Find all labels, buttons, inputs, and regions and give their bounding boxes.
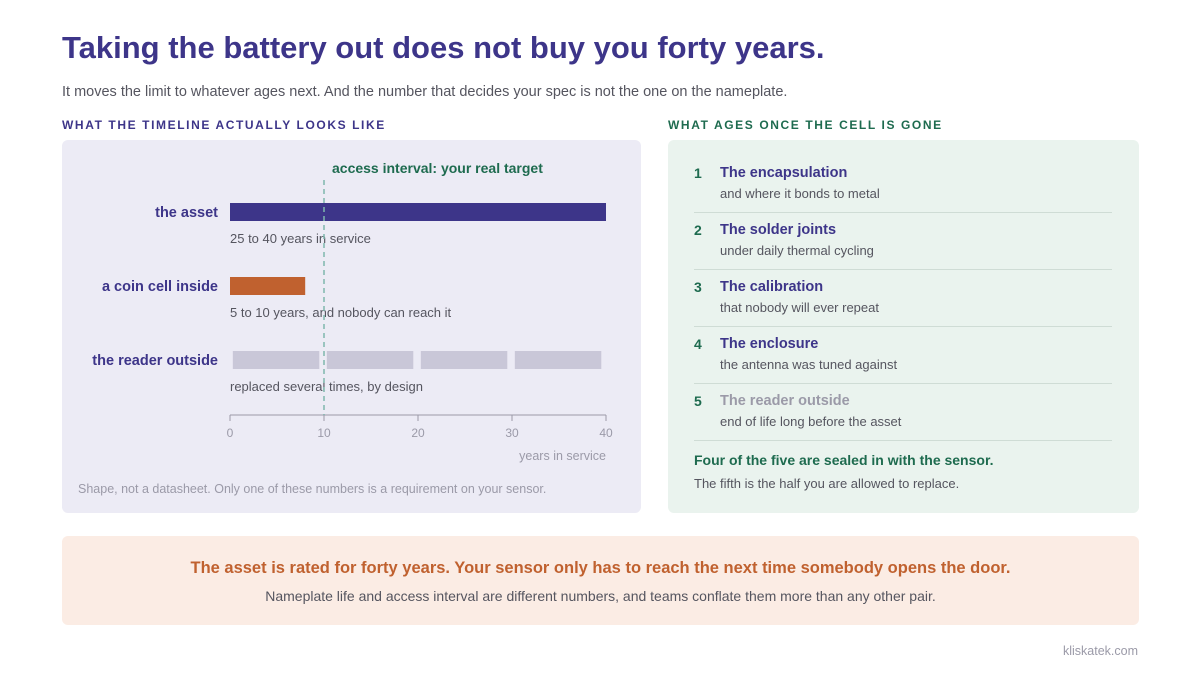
step-title: The reader outside — [720, 393, 850, 409]
bar-caption: replaced several times, by design — [230, 379, 423, 394]
bar — [230, 203, 606, 221]
step-description: end of life long before the asset — [720, 414, 902, 429]
bar — [230, 277, 306, 295]
step-description: under daily thermal cycling — [720, 243, 874, 258]
step-title: The solder joints — [720, 222, 837, 238]
series-label: the asset — [155, 205, 218, 221]
x-tick-label: 20 — [411, 426, 425, 440]
x-axis-title: years in service — [519, 449, 606, 463]
summary-title: Four of the five are sealed in with the … — [694, 452, 994, 468]
bar-segment — [326, 351, 414, 369]
aging-steps-list: 1 The encapsulation and where it bonds t… — [694, 156, 1112, 441]
list-item: 4 The enclosure the antenna was tuned ag… — [694, 327, 1112, 384]
series-label: the reader outside — [92, 353, 218, 369]
page-title: Taking the battery out does not buy you … — [62, 30, 825, 65]
banner-subtitle: Nameplate life and access interval are d… — [265, 588, 936, 604]
timeline-chart: the asset 25 to 40 years in service a coin… — [92, 160, 613, 463]
aging-section-label: WHAT AGES ONCE THE CELL IS GONE — [668, 118, 943, 132]
chart-note: Shape, not a datasheet. Only one of thes… — [78, 482, 547, 496]
x-tick-label: 10 — [317, 426, 331, 440]
aging-list-panel: 1 The encapsulation and where it bonds t… — [668, 140, 1139, 513]
callout-banner: The asset is rated for forty years. Your… — [62, 536, 1139, 625]
list-item: 2 The solder joints under daily thermal … — [694, 213, 1112, 270]
series-label: a coin cell inside — [102, 279, 218, 295]
step-number: 4 — [694, 336, 702, 352]
x-tick-label: 0 — [227, 426, 234, 440]
bar-segment — [514, 351, 602, 369]
list-item: 5 The reader outside end of life long be… — [694, 384, 1112, 441]
list-item: 1 The encapsulation and where it bonds t… — [694, 156, 1112, 213]
bar-caption: 25 to 40 years in service — [230, 231, 371, 246]
list-item: 3 The calibration that nobody will ever … — [694, 270, 1112, 327]
access-interval-label: access interval: your real target — [332, 160, 543, 176]
bar-segment — [232, 351, 320, 369]
summary-subtitle: The fifth is the half you are allowed to… — [694, 476, 960, 491]
step-title: The enclosure — [720, 336, 819, 352]
timeline-chart-panel: the asset 25 to 40 years in service a coin… — [62, 140, 641, 513]
x-tick-label: 30 — [505, 426, 519, 440]
footer-credit: kliskatek.com — [1062, 644, 1138, 658]
step-title: The encapsulation — [720, 165, 848, 181]
step-number: 3 — [694, 279, 702, 295]
step-number: 1 — [694, 165, 702, 181]
banner-title: The asset is rated for forty years. Your… — [190, 559, 1011, 577]
x-tick-label: 40 — [599, 426, 613, 440]
step-description: and where it bonds to metal — [720, 186, 880, 201]
bar-caption: 5 to 10 years, and nobody can reach it — [230, 305, 452, 320]
step-number: 2 — [694, 222, 702, 238]
bar-segment — [420, 351, 508, 369]
step-description: that nobody will ever repeat — [720, 300, 879, 315]
step-title: The calibration — [720, 279, 824, 295]
step-number: 5 — [694, 393, 702, 409]
timeline-section-label: WHAT THE TIMELINE ACTUALLY LOOKS LIKE — [62, 118, 386, 132]
page-subtitle: It moves the limit to whatever ages next… — [62, 84, 788, 100]
step-description: the antenna was tuned against — [720, 357, 898, 372]
